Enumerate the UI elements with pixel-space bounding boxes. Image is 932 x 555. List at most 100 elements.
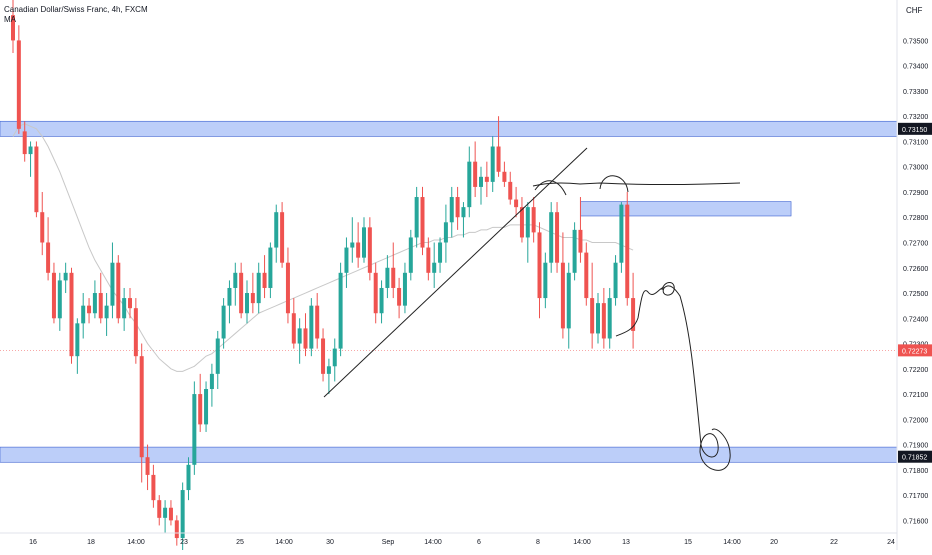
candle (139, 343, 144, 483)
candle (321, 328, 326, 382)
candle-body (549, 212, 554, 263)
candle (133, 298, 138, 364)
candle-body (168, 507, 173, 521)
candle (473, 141, 478, 198)
candle-body (502, 171, 507, 182)
candle-body (449, 197, 454, 223)
candle-body (268, 247, 273, 288)
candle (192, 381, 197, 475)
price-badge-current: 0.72273 (898, 344, 932, 357)
candle-body (426, 247, 431, 273)
candle (215, 330, 220, 390)
x-tick-label: 15 (684, 539, 692, 546)
x-tick-label: 22 (830, 539, 838, 546)
candle (484, 161, 489, 198)
candle-body (321, 338, 326, 374)
candle (607, 287, 612, 349)
x-tick-label: 23 (180, 539, 188, 546)
candle (338, 262, 343, 357)
candle-body (584, 252, 589, 299)
candle (227, 280, 232, 324)
candle (560, 232, 565, 339)
trendline-drawing (323, 147, 588, 398)
zone-support (0, 446, 898, 463)
settings-corner[interactable] (898, 534, 932, 550)
candle-body (467, 161, 472, 208)
candle-body (297, 328, 302, 344)
candle (555, 202, 560, 273)
candle-body (22, 131, 27, 155)
candle-body (81, 305, 86, 324)
candle (519, 197, 524, 243)
candle-body (473, 161, 478, 187)
y-tick-label: 0.72500 (903, 291, 928, 298)
candle-body (578, 229, 583, 253)
candle (508, 171, 513, 205)
candle (57, 272, 62, 331)
candle-body (256, 272, 261, 304)
currency-label: CHF (906, 6, 923, 15)
candle (514, 186, 519, 218)
y-tick-label: 0.73500 (903, 38, 928, 45)
candle (367, 217, 372, 281)
candle-body (572, 229, 577, 273)
indicator-label[interactable]: MA (4, 15, 16, 24)
candle-body (227, 287, 232, 306)
candle (122, 287, 127, 331)
candle-body (531, 207, 536, 233)
candle (584, 242, 589, 306)
y-tick-label: 0.71800 (903, 468, 928, 475)
candle (625, 191, 630, 306)
candle-body (391, 267, 396, 288)
price-badge-label: 0.73150 (902, 127, 927, 134)
candle-body (625, 204, 630, 299)
candle-body (16, 40, 21, 129)
symbol-title: Canadian Dollar/Swiss Franc, 4h, FXCM (4, 5, 148, 14)
candle-body (104, 305, 109, 319)
candle-body (262, 272, 267, 288)
candle-body (198, 394, 203, 425)
candle (613, 255, 618, 306)
price-badge-bg (898, 344, 932, 357)
candle (75, 318, 80, 374)
candle-body (590, 298, 595, 334)
candle (408, 229, 413, 281)
candle-body (555, 212, 560, 263)
candle-body (607, 298, 612, 339)
candle-body (537, 232, 542, 299)
candle (502, 161, 507, 187)
candle-body (151, 474, 156, 501)
candle (116, 255, 121, 324)
price-badge-zone: 0.73150 (898, 122, 932, 135)
candle (326, 358, 331, 395)
candle (157, 495, 162, 526)
y-tick-label: 0.73100 (903, 139, 928, 146)
candle (566, 262, 571, 349)
candle (373, 262, 378, 324)
candle (104, 293, 109, 336)
price-badge-label: 0.71852 (902, 455, 927, 462)
candle (239, 262, 244, 319)
y-tick-label: 0.72100 (903, 392, 928, 399)
candle (297, 318, 302, 364)
x-tick-label: 18 (87, 539, 95, 546)
candle-body (344, 247, 349, 273)
candle (16, 25, 21, 134)
candle-body (508, 181, 513, 200)
y-tick-label: 0.72400 (903, 316, 928, 323)
candle-body (373, 272, 378, 314)
candle (291, 298, 296, 349)
candle-body (362, 227, 366, 258)
candle-body (250, 293, 255, 304)
candle (34, 141, 39, 218)
candle-body (51, 272, 56, 319)
candle (344, 237, 349, 288)
y-tick-label: 0.73200 (903, 114, 928, 121)
candle (274, 204, 279, 263)
y-tick-label: 0.72000 (903, 417, 928, 424)
candle-body (139, 356, 144, 458)
candle (531, 197, 536, 243)
candle (385, 255, 390, 299)
